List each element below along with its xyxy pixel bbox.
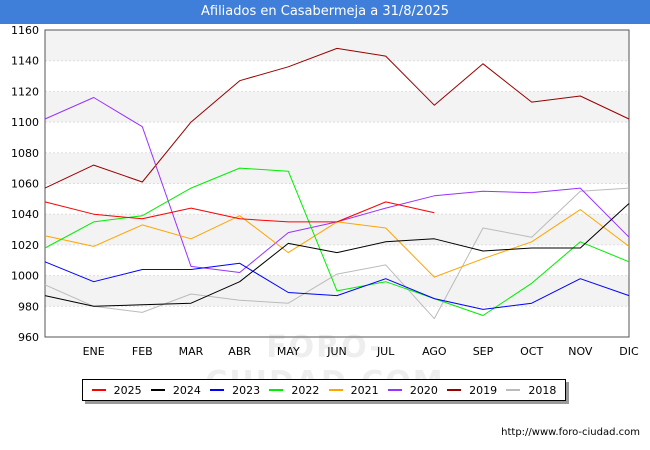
y-tick-label: 960 [18,331,39,344]
legend-swatch [387,389,402,391]
legend-swatch [210,389,225,391]
x-axis: ENE FEB MAR ABR MAY JUN JUL AGO SEP OCT NOV DIC [83,345,639,358]
legend-swatch [91,389,106,391]
plot-band [45,122,629,153]
y-tick-label: 1160 [11,24,39,37]
legend-item-2023: 2023 [210,384,260,397]
series-line-2022 [44,167,630,316]
legend-label: 2024 [172,383,201,397]
x-tick-label: SEP [473,345,494,358]
legend-item-2022: 2022 [269,384,319,397]
series-line-2025 [44,201,435,223]
y-tick-label: 1020 [11,239,39,252]
legend-swatch [328,389,343,391]
plot-band [45,244,629,276]
legend-label: 2019 [469,383,498,397]
series-lines [44,47,630,320]
y-tick-label: 1080 [11,147,39,160]
legend-item-2021: 2021 [328,383,379,397]
x-tick-label: DIC [619,345,639,358]
plot-band [45,214,629,245]
legend: 2025 2024 2023 2022 2021 2020 2019 2018 [82,379,566,401]
series-line-2023 [44,261,630,310]
y-tick-label: 1140 [11,55,39,68]
plot-frame [44,29,630,338]
legend-swatch [269,389,284,391]
legend-item-2018: 2018 [506,384,556,397]
legend-item-2019: 2019 [447,384,497,397]
chart-title: Afiliados en Casabermeja a 31/8/2025 [0,0,650,24]
plot-band [45,183,629,215]
x-tick-label: MAY [277,345,300,358]
x-tick-label: FEB [132,345,153,358]
y-tick-label: 1040 [11,208,39,221]
legend-label: 2022 [291,383,320,397]
plot-band [45,60,629,92]
legend-label: 2021 [350,383,379,397]
series-line-2018 [44,187,630,320]
x-tick-label: JUL [376,345,395,358]
y-axis: 960 980 1000 1020 1040 1060 1080 1100 1120 1140 11… [11,24,39,344]
series-line-2019 [44,47,630,189]
plot-band [45,91,629,123]
x-tick-label: OCT [520,345,543,358]
y-tick-label: 1000 [11,270,39,283]
plot-band [45,152,629,184]
legend-swatch [447,389,462,391]
legend-item-2025: 2025 [91,383,142,397]
y-tick-label: 1120 [11,85,39,98]
y-tick-label: 980 [18,300,39,313]
legend-label: 2020 [409,383,438,397]
legend-item-2020: 2020 [387,383,438,397]
legend-label: 2018 [528,383,557,397]
x-tick-label: NOV [568,345,593,358]
footer-url: http://www.foro-ciudad.com [501,427,640,438]
legend-swatch [150,389,165,391]
plot-band [45,30,629,61]
legend-label: 2023 [232,383,261,397]
x-tick-label: AGO [422,345,447,358]
plot-band [45,306,629,337]
legend-item-2024: 2024 [150,383,201,397]
legend-label: 2025 [113,383,142,397]
x-tick-label: MAR [179,345,204,358]
x-tick-label: ENE [83,345,105,358]
x-tick-label: ABR [228,345,251,358]
x-tick-label: JUN [326,345,347,358]
y-tick-label: 1100 [11,116,39,129]
legend-swatch [506,389,521,391]
y-tick-label: 1060 [11,178,39,191]
series-line-2024 [44,203,630,307]
